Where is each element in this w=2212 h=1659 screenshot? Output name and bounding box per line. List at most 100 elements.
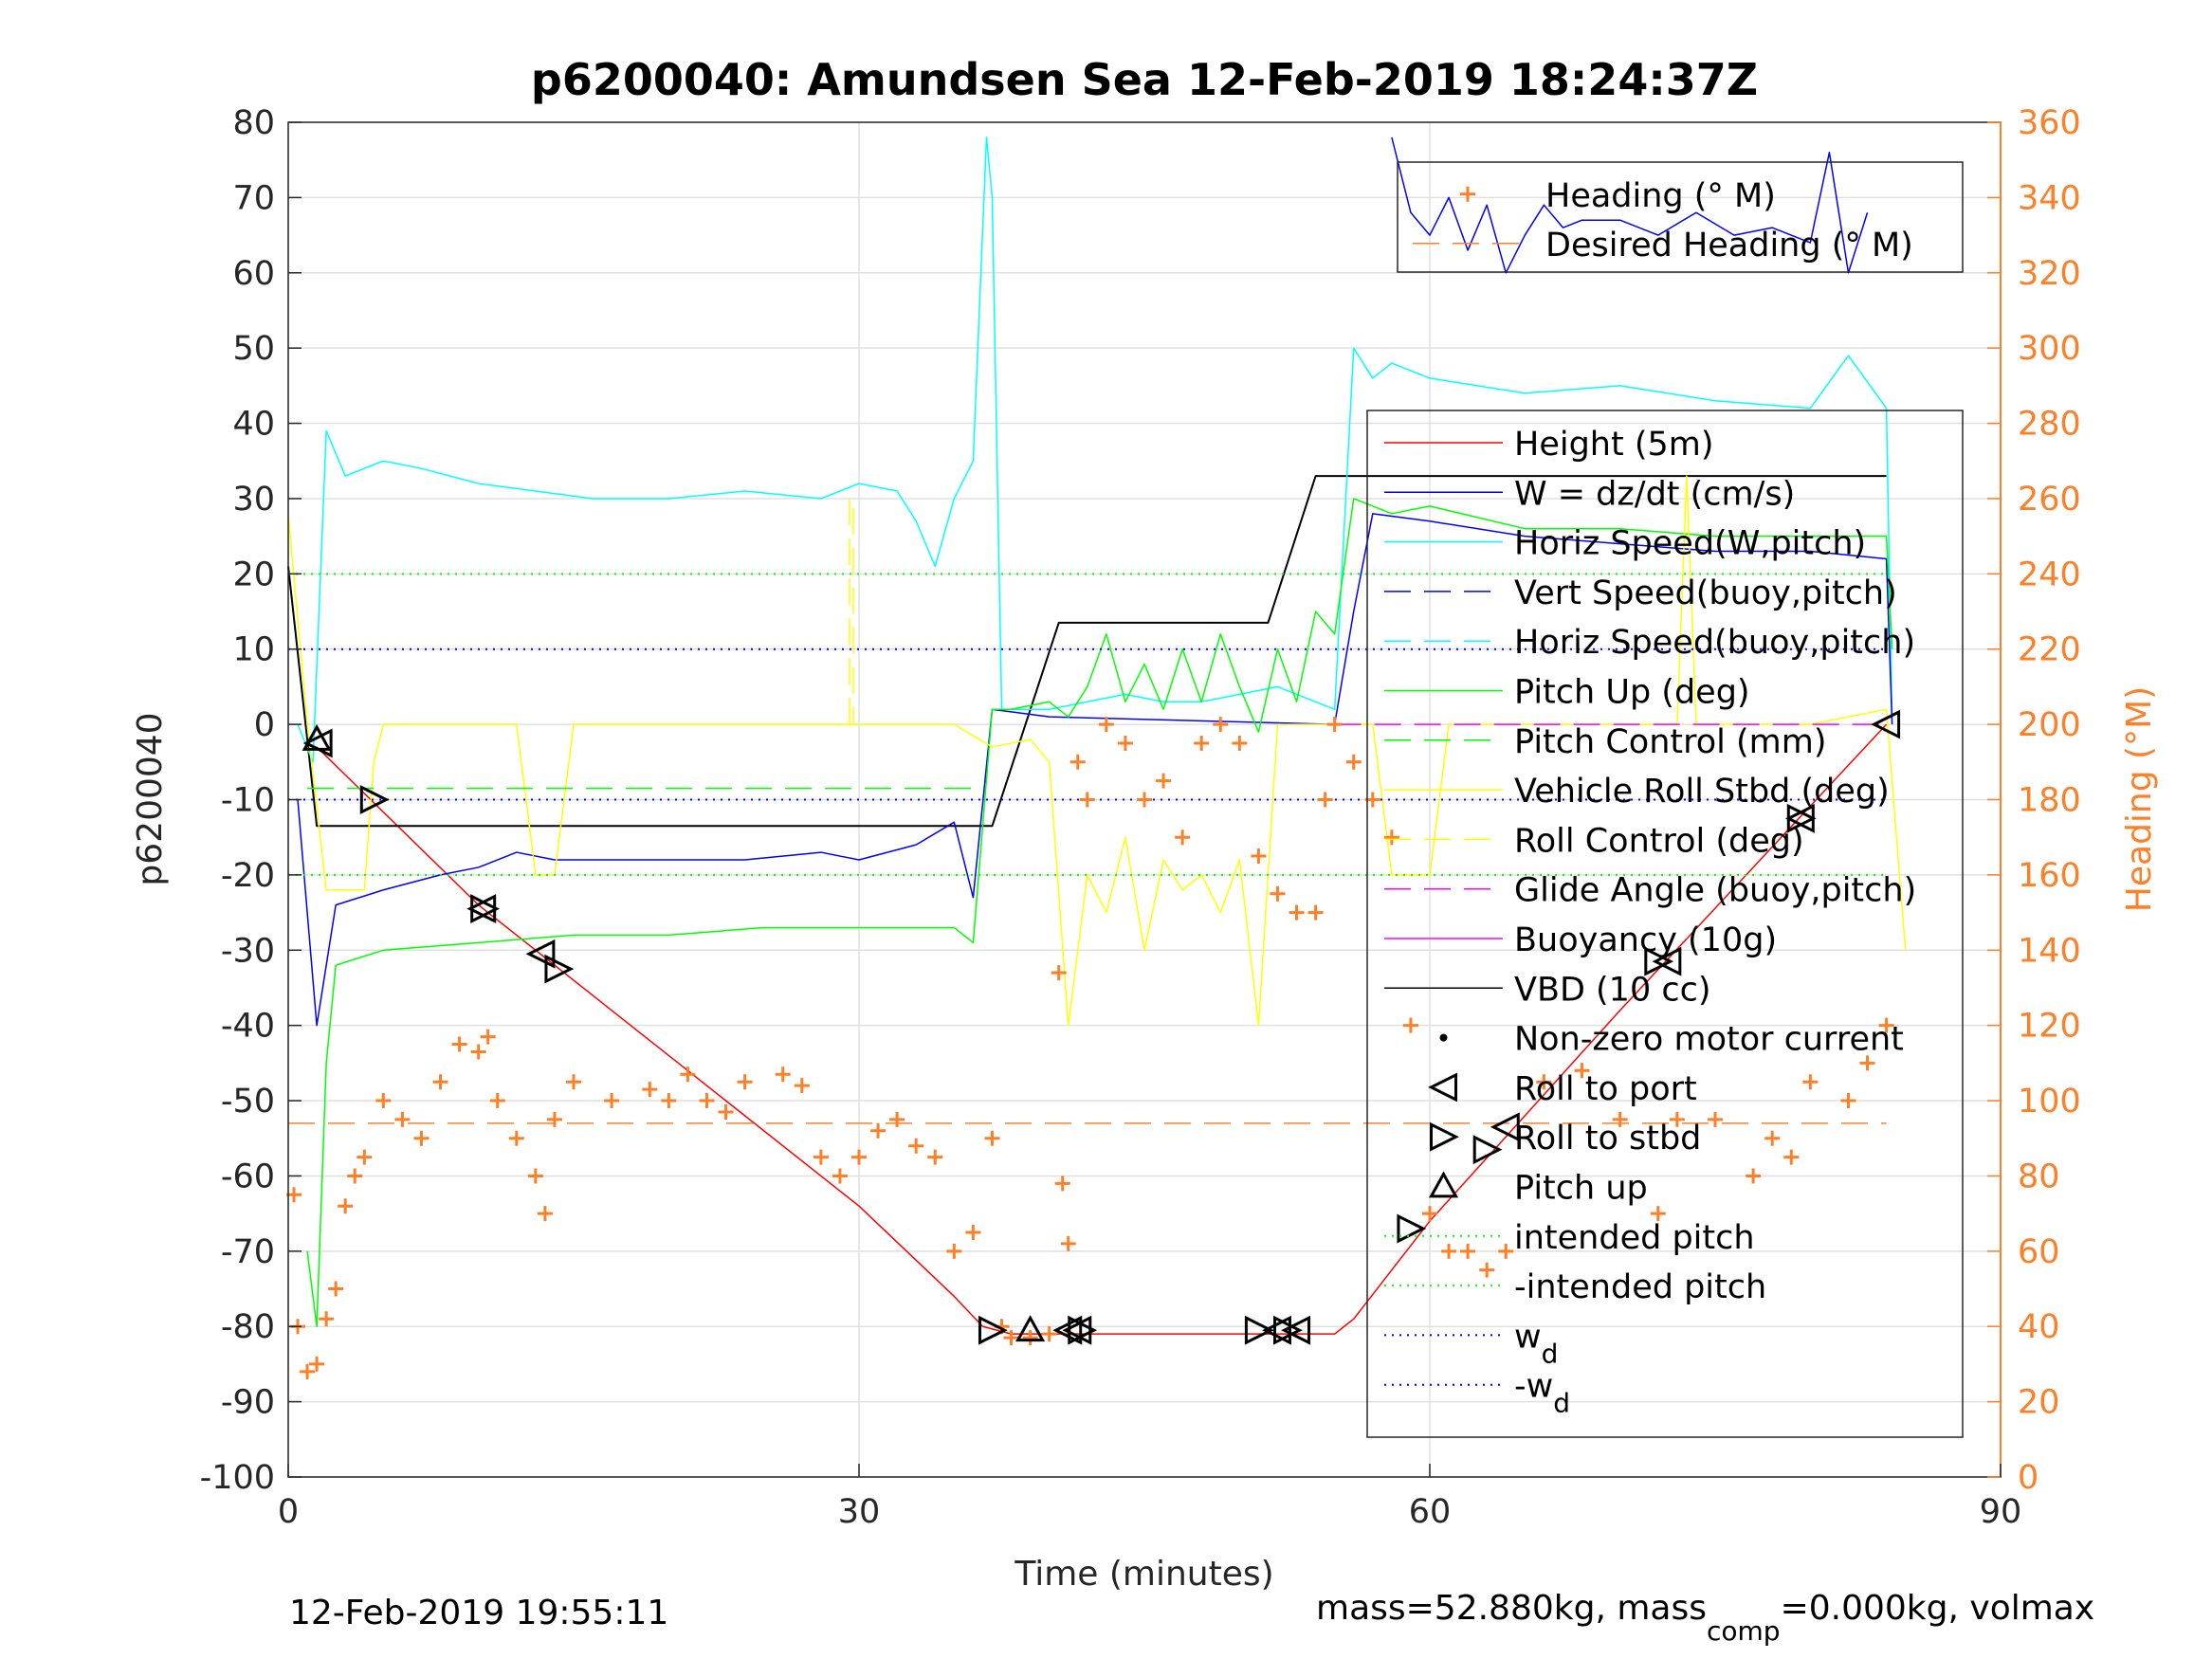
series-w-high <box>1391 137 1869 274</box>
y2-tick-label: 260 <box>2018 481 2081 519</box>
heading-point <box>718 1103 734 1120</box>
legend-label-text: w <box>1514 1318 1542 1356</box>
legend-label-text: -intended pitch <box>1514 1268 1766 1306</box>
legend-swatch-triangle <box>1430 1121 1459 1152</box>
roll-to-port-marker <box>525 939 556 969</box>
y-tick-label: -40 <box>221 1008 275 1046</box>
heading-point <box>1479 1262 1495 1278</box>
roll-to-stbd-marker <box>1068 1315 1098 1345</box>
series-vbd-10-cc- <box>287 475 1887 828</box>
roll-to-port-marker <box>1652 946 1682 976</box>
roll-to-stbd-marker <box>544 954 575 984</box>
heading-point <box>480 1029 496 1045</box>
legend-label-text: VBD (10 cc) <box>1514 971 1711 1009</box>
heading-point <box>1422 1206 1437 1222</box>
heading-point <box>699 1093 715 1109</box>
series-height-5m- <box>316 723 1888 1335</box>
footer-mass-pre: mass=52.880kg, mass <box>1316 1589 1707 1628</box>
heading-point <box>680 1066 696 1083</box>
legend-label-text: Pitch Up (deg) <box>1514 673 1750 711</box>
y2-tick-label: 60 <box>2018 1233 2060 1271</box>
y2-tick-label: 160 <box>2018 857 2081 895</box>
legend-label-text: Buoyancy (10g) <box>1514 921 1777 959</box>
legend-label: wd <box>1514 1318 1558 1369</box>
legend-label: Horiz Speed(buoy,pitch) <box>1514 624 1915 662</box>
pitch-up-marker <box>302 723 332 751</box>
y-tick-label: 30 <box>232 481 275 519</box>
heading-point <box>470 1044 486 1060</box>
legend-label: Non-zero motor current <box>1514 1021 1904 1059</box>
y2-tick-label: 80 <box>2018 1158 2060 1195</box>
y2-tick-label: 20 <box>2018 1384 2060 1422</box>
heading-point <box>1402 1017 1418 1033</box>
legend-label: Pitch Control (mm) <box>1514 723 1826 761</box>
heading-point <box>870 1122 887 1139</box>
legend-label-sub: d <box>1553 1388 1570 1419</box>
roll-to-port-marker <box>1871 709 1901 739</box>
y-tick-label: -60 <box>221 1158 275 1195</box>
heading-point <box>889 1111 905 1127</box>
footer-timestamp: 12-Feb-2019 19:55:11 <box>289 1594 668 1632</box>
y2-tick-label: 360 <box>2018 104 2081 142</box>
heading-point <box>1079 792 1095 808</box>
y-tick-label: 50 <box>232 330 275 368</box>
y2-tick-label: 40 <box>2018 1308 2060 1346</box>
heading-point <box>1708 1111 1723 1127</box>
heading-point <box>642 1082 658 1098</box>
heading-point <box>375 1093 392 1109</box>
heading-point <box>1156 773 1172 789</box>
legend-label: W = dz/dt (cm/s) <box>1514 475 1795 513</box>
heading-point <box>965 1224 981 1240</box>
heading-point <box>537 1206 553 1222</box>
legend-label: Pitch up <box>1514 1169 1648 1207</box>
heading-point <box>1460 1243 1476 1259</box>
legend-swatch-plus <box>1460 186 1475 202</box>
y2-tick-label: 180 <box>2018 782 2081 820</box>
roll-to-stbd-marker <box>1472 1135 1503 1165</box>
heading-point <box>794 1078 810 1094</box>
y-tick-label: 20 <box>232 556 275 593</box>
legend-swatch-triangle <box>1428 1171 1459 1198</box>
legend-label-text: Roll to port <box>1514 1070 1697 1108</box>
y2-tick-label: 280 <box>2018 406 2081 444</box>
legend-box <box>1366 410 1964 1438</box>
heading-point <box>1232 735 1248 751</box>
y2-tick-label: 0 <box>2018 1459 2038 1497</box>
series-roll-control-spikes <box>849 498 854 725</box>
heading-point <box>1536 1074 1552 1090</box>
heading-point <box>1317 792 1333 808</box>
heading-point <box>927 1149 943 1165</box>
legend-label-text: Glide Angle (buoy,pitch) <box>1514 872 1916 910</box>
legend-label-text: Roll Control (deg) <box>1514 822 1804 860</box>
legend-label-text: Roll to stbd <box>1514 1120 1701 1158</box>
footer-mass-sub: comp <box>1707 1615 1781 1647</box>
heading-point <box>1383 830 1399 846</box>
roll-to-stbd-marker <box>978 1315 1008 1345</box>
legend-label: Heading (° M) <box>1545 177 1776 215</box>
heading-point <box>1175 830 1191 846</box>
heading-point <box>1060 1235 1076 1251</box>
legend-label: intended pitch <box>1514 1219 1755 1257</box>
heading-point <box>1041 1326 1057 1342</box>
y-tick-label: -80 <box>221 1308 275 1346</box>
series-pitch-up-deg- <box>306 498 1893 1327</box>
roll-to-stbd-marker <box>1397 1213 1427 1244</box>
heading-point <box>338 1198 354 1214</box>
legend-label-sub: d <box>1542 1338 1559 1369</box>
heading-point <box>1878 1017 1894 1033</box>
legend-label: Height (5m) <box>1514 426 1714 464</box>
legend-label: Vert Speed(buoy,pitch) <box>1514 574 1897 612</box>
series-w-dz-dt-cm-s- <box>297 513 1893 1027</box>
heading-point <box>1441 1243 1457 1259</box>
pitch-up-marker <box>1015 1315 1046 1342</box>
y-axis-label: p6200040 <box>131 712 170 885</box>
heading-point <box>451 1036 467 1052</box>
roll-to-port-marker <box>1062 1315 1092 1345</box>
roll-to-stbd-marker <box>470 894 501 924</box>
heading-point <box>319 1311 335 1327</box>
y-tick-label: -30 <box>221 932 275 970</box>
legend-label-text: Heading (° M) <box>1545 177 1776 215</box>
heading-point <box>1137 792 1152 808</box>
y-tick-label: 60 <box>232 255 275 293</box>
heading-point <box>328 1281 344 1297</box>
